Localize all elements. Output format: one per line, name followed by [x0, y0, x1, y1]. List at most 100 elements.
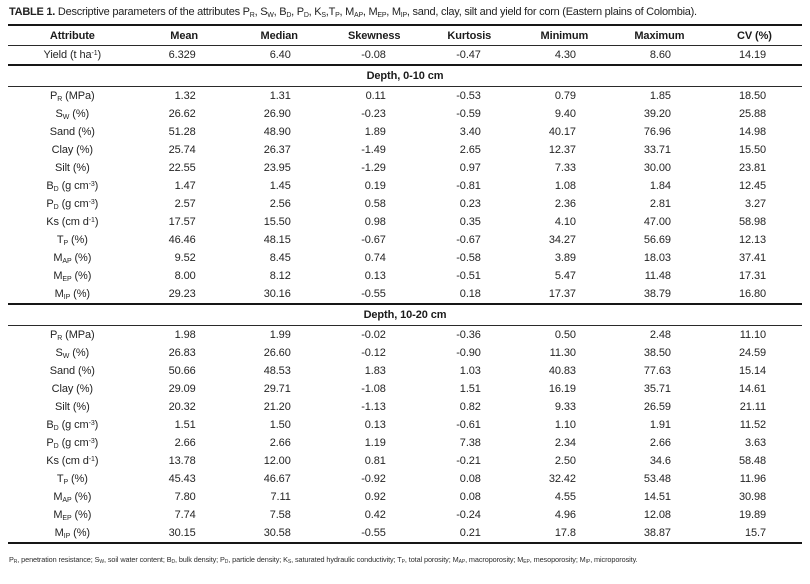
value-cell: 26.59 [643, 401, 671, 413]
value-cell: 7.58 [269, 509, 291, 521]
value-cell: 29.09 [168, 383, 196, 395]
value-cell: 47.00 [643, 216, 671, 228]
value-cell: 25.74 [168, 144, 196, 156]
value-cell: 34.6 [649, 455, 671, 467]
table-row: MIP (%) 30.15 30.58 -0.55 0.21 17.8 38.87 15.7 [8, 524, 802, 544]
attribute-label: PD (g cm-3) [46, 437, 99, 450]
value-cell: 17.8 [516, 524, 612, 544]
value-cell: 1.51 [459, 383, 481, 395]
value-cell: 22.55 [168, 162, 196, 174]
value-cell: 38.50 [643, 347, 671, 359]
value-cell: 7.33 [554, 162, 576, 174]
value-cell: 2.66 [269, 437, 291, 449]
value-cell: -0.51 [456, 270, 481, 282]
table-row: Sand (%) 50.66 48.53 1.83 1.03 40.83 77.63 15.1… [8, 362, 802, 380]
table-row: BD (g cm-3) 1.47 1.45 0.19 -0.81 1.08 1.84 12.4… [8, 177, 802, 195]
value-cell: 30.16 [231, 285, 327, 305]
value-cell: 1.50 [269, 419, 291, 431]
value-cell: 9.40 [554, 108, 576, 120]
value-cell: -0.81 [456, 180, 481, 192]
table-row: TP (%) 46.46 48.15 -0.67 -0.67 34.27 56.69 12.1… [8, 231, 802, 249]
value-cell: 1.85 [649, 90, 671, 102]
value-cell: 30.58 [231, 524, 327, 544]
table-row: SW (%) 26.83 26.60 -0.12 -0.90 11.30 38.50 24.5… [8, 344, 802, 362]
paper-table-page: TABLE 1. Descriptive parameters of the a… [8, 6, 802, 565]
value-cell: -0.24 [456, 509, 481, 521]
attribute-label: MEP (%) [53, 270, 92, 283]
column-header-maximum: Maximum [611, 25, 707, 46]
value-cell: 21.11 [739, 401, 766, 413]
value-cell: 26.62 [168, 108, 196, 120]
table-caption: TABLE 1. Descriptive parameters of the a… [9, 6, 697, 19]
value-cell: 40.17 [548, 126, 576, 138]
value-cell: 58.98 [738, 216, 766, 228]
value-cell: 7.38 [459, 437, 481, 449]
value-cell: 1.99 [269, 329, 291, 341]
value-cell: 33.71 [643, 144, 671, 156]
value-cell: 26.37 [263, 144, 291, 156]
value-cell: 25.88 [738, 108, 766, 120]
value-cell: 8.12 [269, 270, 291, 282]
value-cell: 0.97 [459, 162, 481, 174]
value-cell: 21.20 [263, 401, 291, 413]
column-header-minimum: Minimum [516, 25, 612, 46]
attribute-label: TP (%) [56, 234, 88, 247]
column-header-kurtosis: Kurtosis [421, 25, 517, 46]
value-cell: 0.92 [364, 491, 386, 503]
value-cell: 2.57 [174, 198, 196, 210]
value-cell: 24.59 [738, 347, 766, 359]
value-cell: 1.84 [649, 180, 671, 192]
value-cell: -0.53 [456, 90, 481, 102]
attribute-label: TP (%) [56, 473, 88, 486]
value-cell: -0.59 [456, 108, 481, 120]
column-header-skewness: Skewness [326, 25, 422, 46]
table-footnote: PR, penetration resistance; SW, soil wat… [9, 555, 638, 565]
value-cell: 3.27 [744, 198, 766, 210]
section-heading: Depth, 10-20 cm [8, 304, 802, 326]
value-cell: 26.60 [263, 347, 291, 359]
value-cell: -0.67 [456, 234, 481, 246]
table-row: Ks (cm d-1) 13.78 12.00 0.81 -0.21 2.50 34.6 58… [8, 452, 802, 470]
section-heading-row: Depth, 0-10 cm [8, 65, 802, 87]
value-cell: 38.87 [611, 524, 707, 544]
value-cell: -0.55 [326, 285, 422, 305]
value-cell: 7.80 [174, 491, 196, 503]
value-cell: 0.11 [365, 90, 386, 102]
value-cell: -0.55 [326, 524, 422, 544]
value-cell: 0.13 [364, 419, 386, 431]
value-cell: 2.66 [174, 437, 196, 449]
attribute-label: MEP (%) [53, 509, 92, 522]
value-cell: 15.50 [738, 144, 766, 156]
value-cell: 1.31 [269, 90, 291, 102]
value-cell: 12.37 [548, 144, 576, 156]
value-cell: 14.51 [643, 491, 671, 503]
value-cell: 12.08 [643, 509, 671, 521]
value-cell: 38.79 [611, 285, 707, 305]
value-cell: -0.08 [326, 45, 422, 66]
value-cell: -1.49 [361, 144, 386, 156]
value-cell: 0.82 [459, 401, 481, 413]
value-cell: 26.90 [263, 108, 291, 120]
value-cell: 76.96 [643, 126, 671, 138]
value-cell: -1.29 [361, 162, 386, 174]
descriptive-statistics-table: Attribute Mean Median Skewness Kurtosis Minim… [8, 24, 802, 544]
value-cell: 0.74 [364, 252, 386, 264]
value-cell: 1.47 [174, 180, 196, 192]
section-heading-row: Depth, 10-20 cm [8, 304, 802, 326]
value-cell: 34.27 [548, 234, 576, 246]
column-header-attribute: Attribute [8, 25, 137, 46]
attribute-label: Ks (cm d-1) [46, 216, 99, 228]
value-cell: 0.98 [364, 216, 386, 228]
value-cell: 4.55 [554, 491, 576, 503]
value-cell: 8.60 [611, 45, 707, 66]
value-cell: -0.36 [456, 329, 481, 341]
value-cell: 1.51 [174, 419, 196, 431]
value-cell: 17.31 [738, 270, 766, 282]
value-cell: 20.32 [168, 401, 196, 413]
table-body: Yield (t ha-1) 6.329 6.40 -0.08 -0.47 4.30 8.6… [8, 45, 802, 544]
value-cell: 7.11 [270, 491, 291, 503]
value-cell: 8.00 [174, 270, 196, 282]
value-cell: 2.34 [554, 437, 576, 449]
value-cell: 0.81 [364, 455, 386, 467]
value-cell: -0.02 [361, 329, 386, 341]
